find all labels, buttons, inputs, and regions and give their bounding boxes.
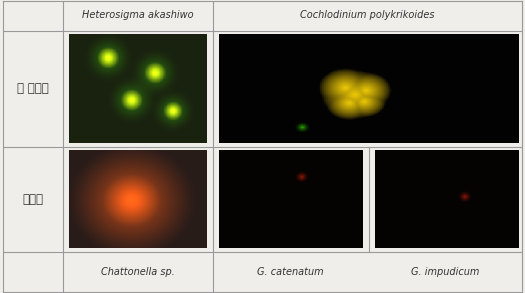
Text: G. impudicum: G. impudicum: [412, 267, 480, 277]
Text: Cochlodinium polykrikoides: Cochlodinium polykrikoides: [300, 10, 435, 21]
Text: 근연종: 근연종: [22, 193, 43, 206]
Text: G. catenatum: G. catenatum: [257, 267, 324, 277]
Text: Chattonella sp.: Chattonella sp.: [101, 267, 175, 277]
Text: Heterosigma akashiwo: Heterosigma akashiwo: [82, 10, 194, 21]
Text: 종 특이성: 종 특이성: [17, 82, 49, 95]
